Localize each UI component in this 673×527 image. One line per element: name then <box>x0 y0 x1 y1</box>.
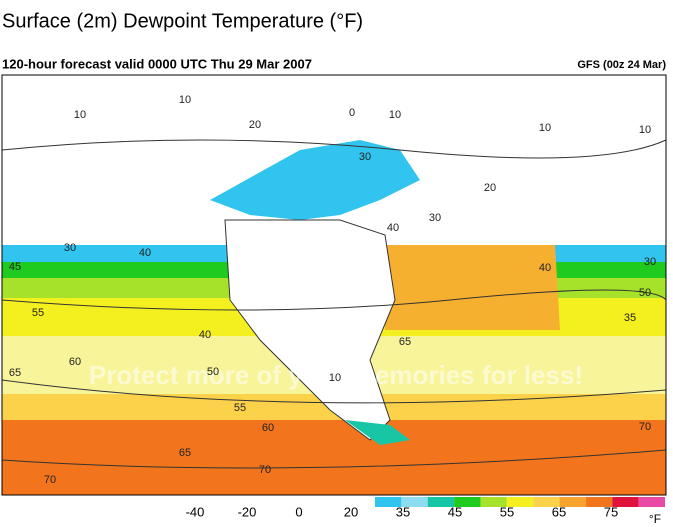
colorbar-swatch <box>454 497 481 507</box>
contour-label: 65 <box>399 336 411 348</box>
contour-label: 55 <box>32 307 44 319</box>
warm-region <box>385 245 560 330</box>
colorbar-swatch <box>480 497 507 507</box>
colorbar-unit: °F <box>649 512 661 526</box>
contour-label: 20 <box>249 119 261 131</box>
contour-label: 65 <box>9 367 21 379</box>
coast-region <box>345 420 410 445</box>
contour-label: 30 <box>429 212 441 224</box>
contour-label: 55 <box>234 402 246 414</box>
contour-label: 10 <box>639 124 651 136</box>
contour-label: 50 <box>207 366 219 378</box>
contour-label: 65 <box>179 447 191 459</box>
contour-label: 20 <box>484 182 496 194</box>
contour-label: 10 <box>329 372 341 384</box>
colorbar-swatch <box>638 497 665 507</box>
map-frame <box>1 74 667 496</box>
colorbar-swatch <box>427 497 455 507</box>
band <box>2 420 666 495</box>
contour-label: 10 <box>539 122 551 134</box>
colorbar-tick-label: 55 <box>500 504 514 519</box>
contour-label: 40 <box>139 247 151 259</box>
colorbar-tick-label: -20 <box>238 504 257 519</box>
colorbar-tick-label: 0 <box>295 504 302 519</box>
colorbar-tick-label: 35 <box>396 504 410 519</box>
contour-label: 40 <box>539 262 551 274</box>
contour-label: 40 <box>387 222 399 234</box>
contour-label: 30 <box>64 242 76 254</box>
colorbar-swatch <box>401 497 428 507</box>
colorbar-tick-label: 65 <box>552 504 566 519</box>
colorbar-tick-label: 20 <box>344 504 358 519</box>
colorbar-swatch <box>559 497 586 507</box>
contour-label: 60 <box>262 422 274 434</box>
contour-label: 10 <box>74 109 86 121</box>
contour-label: 10 <box>389 109 401 121</box>
colorbar-swatch <box>585 497 613 507</box>
colorbar-tick-label: 75 <box>604 504 618 519</box>
contour-label: 30 <box>644 256 656 268</box>
model-label: GFS (00z 24 Mar) <box>577 59 666 71</box>
colorbar-swatch <box>533 497 560 507</box>
contour-label: 30 <box>359 151 371 163</box>
contour-label: 40 <box>199 329 211 341</box>
colorbar-tick-label: 45 <box>448 504 462 519</box>
title: Surface (2m) Dewpoint Temperature (°F) <box>2 10 363 32</box>
contour-label: 70 <box>259 464 271 476</box>
contour <box>1 139 667 469</box>
map: Protect more of your memories for less! <box>1 74 667 496</box>
contour-label: 35 <box>624 312 636 324</box>
watermark: Protect more of your memories for less! <box>89 360 583 390</box>
colorbar-tick-label: -40 <box>186 504 205 519</box>
contour-label: 0 <box>349 107 355 119</box>
colorbar-swatch <box>375 497 402 507</box>
subtitle: 120-hour forecast valid 0000 UTC Thu 29 … <box>2 56 312 71</box>
contour-label: 50 <box>639 287 651 299</box>
colorbar-swatch <box>612 497 639 507</box>
contour-label: 70 <box>44 474 56 486</box>
colorbar-swatch <box>506 497 534 507</box>
contour-label: 60 <box>69 356 81 368</box>
contour-label: 10 <box>179 94 191 106</box>
cyan-region <box>210 140 420 220</box>
contour-label: 70 <box>639 421 651 433</box>
contour-label: 45 <box>9 261 21 273</box>
